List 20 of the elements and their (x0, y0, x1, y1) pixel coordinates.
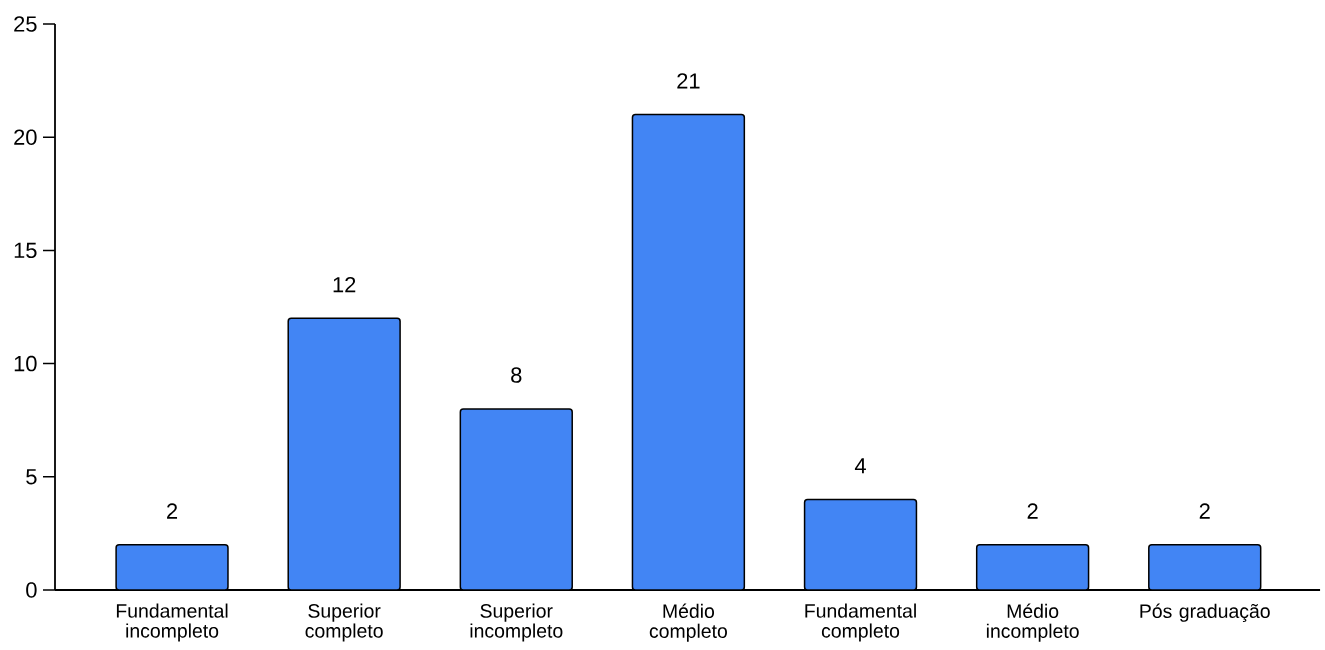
y-tick-label: 10 (14, 355, 37, 372)
y-tick-label: 5 (26, 469, 37, 485)
data-label: 2 (167, 503, 178, 519)
y-tick-label: 20 (14, 129, 37, 145)
y-tick-label: 15 (14, 242, 37, 259)
x-tick-label: Pós graduação (1140, 603, 1270, 622)
x-tick-label: Superior incompleto (470, 603, 563, 642)
data-label: 8 (511, 367, 522, 383)
x-tick-label: Médio incompleto (986, 603, 1079, 642)
x-tick-label: Fundamental completo (805, 603, 916, 642)
data-label: 4 (854, 458, 866, 474)
data-label: 21 (677, 73, 700, 89)
y-tick-label: 25 (14, 16, 37, 32)
x-tick-label: Superior completo (305, 603, 383, 642)
data-label: 12 (333, 276, 356, 293)
data-label: 2 (1199, 503, 1210, 519)
y-tick-label: 0 (26, 582, 37, 598)
data-label: 2 (1027, 503, 1038, 519)
x-tick-label: Fundamental incompleto (116, 603, 228, 642)
x-tick-label: Médio completo (649, 603, 727, 642)
